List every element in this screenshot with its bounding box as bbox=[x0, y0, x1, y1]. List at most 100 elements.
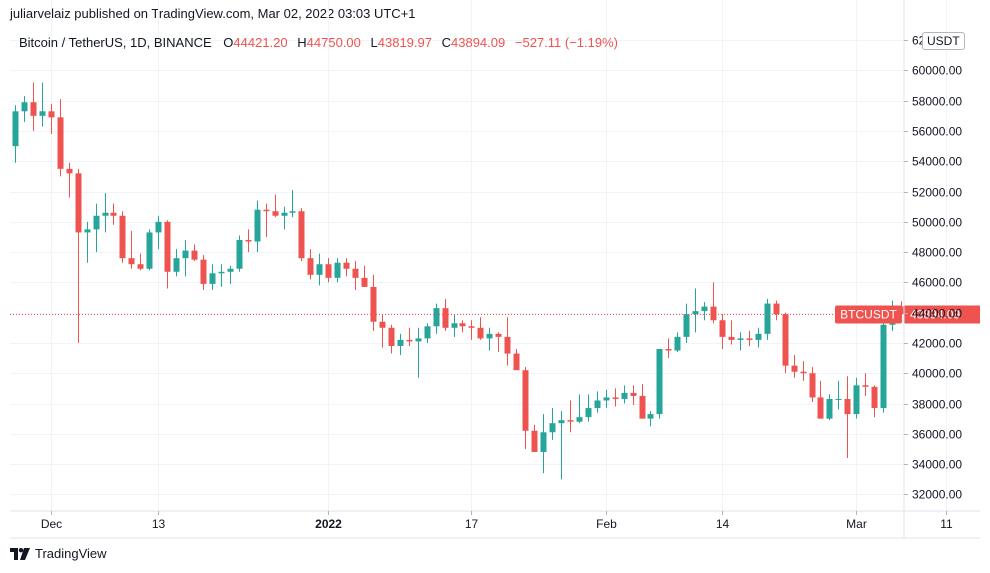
candle bbox=[57, 99, 64, 177]
candle-body bbox=[459, 323, 466, 327]
candle-body bbox=[737, 338, 744, 340]
candle bbox=[397, 333, 404, 356]
price-tick-label: 56000.00 bbox=[912, 125, 962, 139]
candle bbox=[701, 302, 708, 321]
candle-body bbox=[755, 333, 762, 340]
candle-body bbox=[370, 286, 377, 322]
candle-body bbox=[639, 395, 646, 419]
price-tick-label: 50000.00 bbox=[912, 216, 962, 230]
price-tick-label: 42000.00 bbox=[912, 337, 962, 351]
candle-body bbox=[486, 333, 493, 339]
time-tick-label: Dec bbox=[41, 517, 62, 531]
candle-body bbox=[468, 326, 475, 328]
candle-body bbox=[155, 221, 162, 233]
candle-body bbox=[612, 397, 619, 399]
candle-body bbox=[66, 168, 73, 174]
candle bbox=[746, 330, 753, 346]
candle bbox=[352, 261, 359, 290]
candle-body bbox=[361, 277, 368, 287]
high-value: 44750.00 bbox=[306, 35, 361, 50]
candles-layer bbox=[12, 82, 905, 480]
tradingview-brand[interactable]: TradingView bbox=[10, 546, 107, 561]
price-tick-label: 44000.00 bbox=[912, 307, 962, 321]
candle-body bbox=[397, 339, 404, 346]
price-tick-label: 60000.00 bbox=[912, 64, 962, 78]
candle bbox=[254, 200, 261, 253]
candle bbox=[30, 82, 37, 131]
candle-body bbox=[513, 353, 520, 371]
candle bbox=[119, 211, 126, 263]
candle-body bbox=[30, 102, 37, 116]
candle-body bbox=[558, 420, 565, 424]
candle bbox=[558, 411, 565, 480]
candle bbox=[451, 314, 458, 337]
chart-grid bbox=[10, 0, 947, 511]
symbol-title: Bitcoin / TetherUS, 1D, BINANCE bbox=[19, 35, 212, 50]
change-value: −527.11 (−1.19%) bbox=[514, 35, 618, 50]
candle-body bbox=[451, 323, 458, 328]
candle-body bbox=[406, 339, 413, 342]
candle-body bbox=[692, 311, 699, 315]
time-tick-label: 17 bbox=[465, 517, 479, 531]
candle-body bbox=[334, 262, 341, 278]
candle bbox=[782, 312, 789, 374]
open-value: 44421.20 bbox=[233, 35, 288, 50]
candle-body bbox=[12, 111, 19, 147]
candle-body bbox=[576, 417, 583, 422]
price-tick-label: 34000.00 bbox=[912, 458, 962, 472]
candle-body bbox=[415, 338, 422, 342]
candle bbox=[84, 221, 91, 263]
candle bbox=[844, 376, 851, 459]
candle bbox=[880, 315, 887, 413]
candle bbox=[522, 367, 529, 449]
candle bbox=[862, 373, 869, 396]
price-tick-label: 36000.00 bbox=[912, 428, 962, 442]
candle-body bbox=[710, 306, 717, 321]
candle bbox=[406, 327, 413, 346]
candle bbox=[343, 258, 350, 277]
candle bbox=[173, 249, 180, 277]
price-tick-label: 52000.00 bbox=[912, 186, 962, 200]
time-tick-label: 2022 bbox=[315, 517, 342, 531]
candle-body bbox=[289, 211, 296, 213]
candle bbox=[433, 303, 440, 334]
last-price-tag-label: 43894.09 bbox=[910, 308, 960, 322]
candle bbox=[504, 317, 511, 366]
candle bbox=[110, 203, 117, 225]
candle bbox=[191, 244, 198, 262]
candle bbox=[495, 332, 502, 353]
candle bbox=[513, 349, 520, 371]
candle bbox=[809, 367, 816, 402]
symbol-price-tag-label: BTCUSDT bbox=[840, 308, 897, 322]
candle bbox=[388, 324, 395, 354]
candle-body bbox=[48, 111, 55, 118]
candle-body bbox=[424, 326, 431, 339]
candle-body bbox=[281, 212, 288, 216]
candle-body bbox=[21, 102, 28, 112]
candle bbox=[75, 168, 82, 343]
candle bbox=[656, 349, 663, 419]
candle-body bbox=[773, 303, 780, 315]
candle-body bbox=[442, 308, 449, 328]
candle-body bbox=[862, 385, 869, 387]
candle bbox=[630, 385, 637, 406]
candle bbox=[218, 264, 225, 287]
candle-body bbox=[585, 408, 592, 418]
candle-body bbox=[182, 250, 189, 259]
currency-unit-button[interactable]: USDT bbox=[922, 32, 965, 50]
candle bbox=[826, 394, 833, 421]
candle bbox=[576, 394, 583, 424]
candle bbox=[853, 377, 860, 419]
candle-body bbox=[200, 259, 207, 284]
candle-body bbox=[531, 430, 538, 452]
candle-body bbox=[835, 398, 842, 400]
symbol-price-tag bbox=[835, 305, 902, 324]
candle-body bbox=[880, 324, 887, 409]
candle-body bbox=[307, 258, 314, 275]
candle-body bbox=[254, 209, 261, 242]
candle bbox=[540, 414, 547, 474]
candle-body bbox=[128, 258, 135, 265]
candle bbox=[665, 338, 672, 359]
candle-body bbox=[84, 229, 91, 233]
